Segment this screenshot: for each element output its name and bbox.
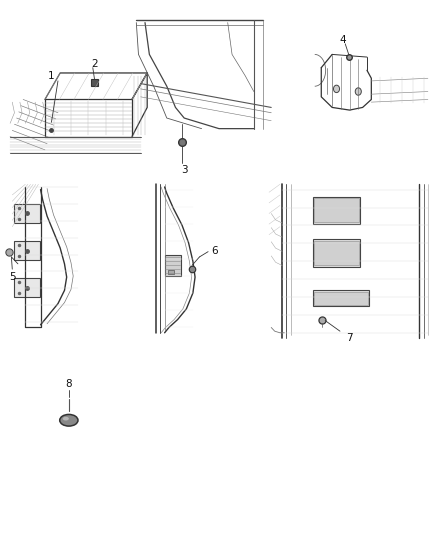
Bar [314,198,359,222]
Circle shape [355,88,361,95]
Bar [91,79,99,86]
Text: 3: 3 [181,165,187,175]
Bar [14,204,40,223]
Text: 2: 2 [92,59,98,69]
Text: 6: 6 [212,246,218,256]
Bar [314,240,359,265]
Text: 5: 5 [9,272,16,282]
Text: 7: 7 [346,333,353,343]
Ellipse shape [60,415,78,426]
Circle shape [333,85,339,93]
Bar [14,278,40,297]
Ellipse shape [63,417,69,421]
Bar [313,290,369,306]
Bar [168,270,174,274]
Bar [14,241,40,260]
Text: 8: 8 [66,379,72,389]
Bar [314,292,368,305]
Text: 4: 4 [340,35,346,45]
Bar [313,239,360,266]
Bar [165,255,181,276]
Text: 1: 1 [48,70,55,80]
Bar [313,197,360,224]
